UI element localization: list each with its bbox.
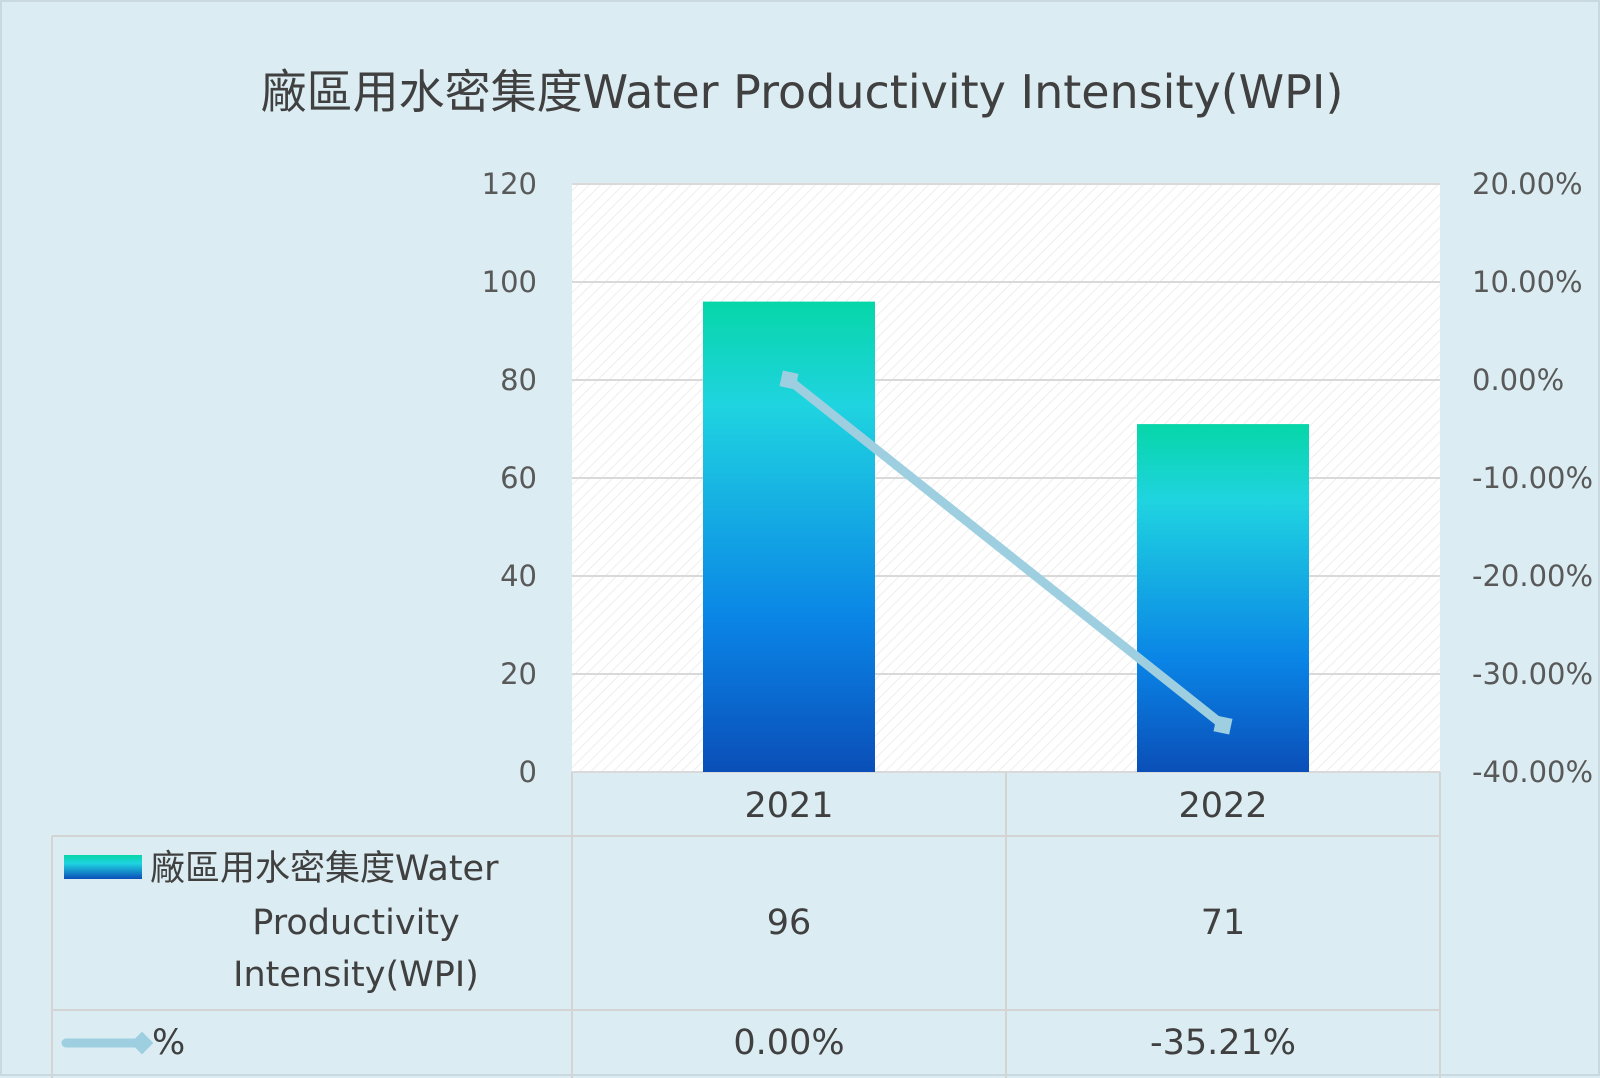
line-point-2022 — [1213, 715, 1233, 735]
table-value-line: 0.00% — [733, 1023, 844, 1063]
right-axis-tick-label: 20.00% — [1472, 167, 1583, 201]
line-series — [779, 370, 1233, 735]
legend-label-bar: 廠區用水密集度Water Productivity Intensity(WPI) — [150, 849, 499, 995]
table-value-bar: 96 — [767, 903, 812, 943]
left-axis-tick-label: 120 — [482, 167, 537, 201]
bar-2022 — [1137, 424, 1309, 772]
line-point-2021 — [779, 370, 799, 390]
left-axis-tick-label: 80 — [500, 363, 537, 397]
legend-marker-line — [130, 1031, 154, 1055]
right-axis-tick-label: -40.00% — [1472, 755, 1593, 789]
table-value-line: -35.21% — [1150, 1023, 1296, 1063]
line-percent-change — [784, 375, 1228, 730]
left-axis-tick-label: 20 — [500, 657, 537, 691]
left-axis-ticks: 0 20 40 60 80 100 120 — [482, 167, 537, 789]
left-axis-tick-label: 0 — [519, 755, 537, 789]
right-axis-tick-label: 0.00% — [1472, 363, 1564, 397]
left-axis-tick-label: 100 — [482, 265, 537, 299]
category-label: 2022 — [1178, 786, 1267, 826]
legend-label-line: % — [152, 1023, 185, 1063]
right-axis-tick-label: -30.00% — [1472, 657, 1593, 691]
chart-title: 廠區用水密集度Water Productivity Intensity(WPI) — [261, 65, 1344, 119]
right-axis-tick-label: -20.00% — [1472, 559, 1593, 593]
right-axis-tick-label: 10.00% — [1472, 265, 1583, 299]
left-axis-tick-label: 40 — [500, 559, 537, 593]
table-value-bar: 71 — [1201, 903, 1246, 943]
data-table: 2021 2022 廠區用水密集度Water Productivity Intensit… — [51, 772, 1441, 1078]
left-axis-tick-label: 60 — [500, 461, 537, 495]
legend-swatch-bar — [64, 855, 142, 879]
category-label: 2021 — [744, 786, 833, 826]
right-axis-ticks: -40.00% -30.00% -20.00% -10.00% 0.00% 10.00% 2… — [1472, 167, 1593, 789]
right-axis-tick-label: -10.00% — [1472, 461, 1593, 495]
